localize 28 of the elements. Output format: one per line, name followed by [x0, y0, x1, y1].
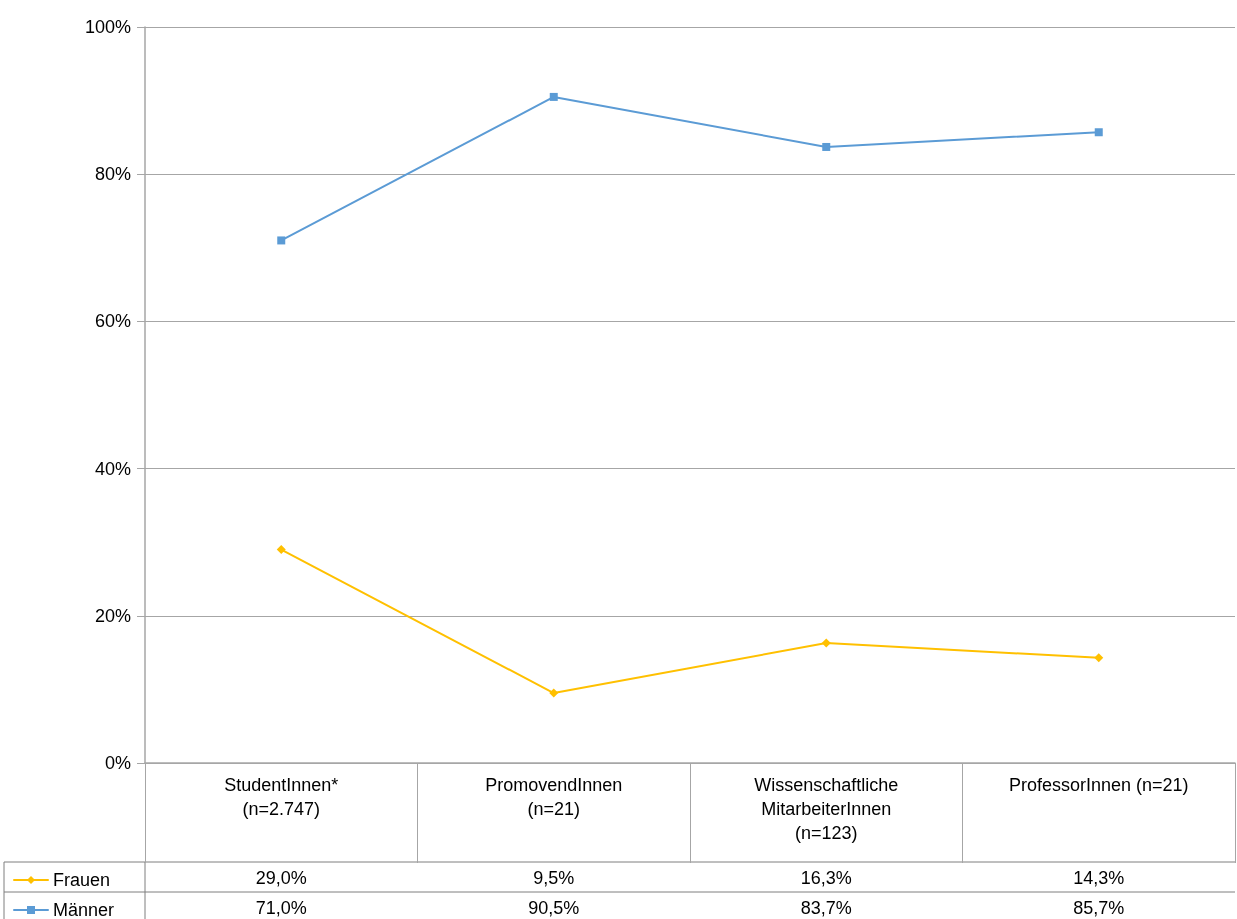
x-tick-label: Wissenschaftliche MitarbeiterInnen (n=123)	[754, 775, 899, 843]
data-label: 29,0%	[255, 868, 307, 888]
data-label: 71,0%	[255, 898, 307, 918]
data-label: 14,3%	[1073, 868, 1125, 888]
data-label: 85,7%	[1073, 898, 1125, 918]
point	[1094, 128, 1103, 137]
y-tick-label: 20%	[94, 605, 131, 626]
point	[549, 688, 559, 698]
data-label: 90,5%	[528, 898, 580, 918]
data-label: 16,3%	[800, 868, 852, 888]
point	[277, 236, 286, 245]
data-label: 9,5%	[533, 868, 575, 888]
x-tick-label: ProfessorInnen (n=21)	[1008, 775, 1189, 795]
x-tick-label: StudentInnen* (n=2.747)	[224, 775, 339, 819]
point	[1094, 653, 1104, 663]
y-tick-label: 60%	[94, 311, 131, 332]
y-tick-label: 100%	[84, 17, 131, 37]
legend-label: Männer	[53, 900, 115, 919]
legend-label: Frauen	[53, 870, 111, 890]
y-tick-label: 80%	[94, 164, 131, 185]
point	[276, 545, 286, 555]
point	[821, 638, 831, 648]
point	[549, 92, 558, 101]
data-label: 83,7%	[800, 898, 852, 918]
y-tick-label: 0%	[104, 753, 131, 773]
y-tick-label: 40%	[94, 458, 131, 479]
point	[822, 142, 831, 151]
x-tick-label: PromovendInnen (n=21)	[485, 775, 623, 819]
